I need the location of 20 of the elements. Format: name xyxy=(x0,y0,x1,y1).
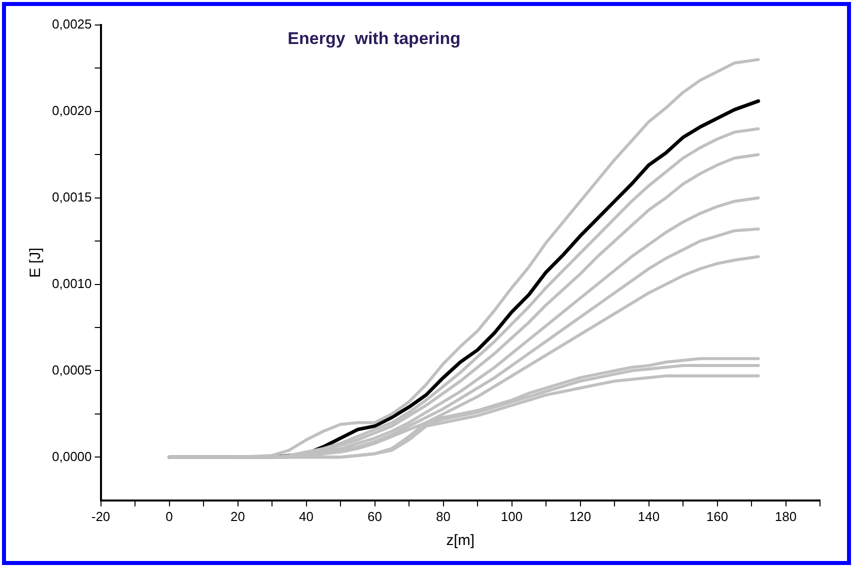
y-tick-label: 0,0020 xyxy=(52,103,92,118)
x-tick-label: 80 xyxy=(436,508,450,524)
x-tick-label: 60 xyxy=(368,508,382,524)
x-tick-label: 140 xyxy=(638,508,660,524)
y-tick-label: 0,0015 xyxy=(52,189,92,204)
x-tick-label: 20 xyxy=(230,508,245,524)
y-tick-label: 0,0025 xyxy=(52,16,92,32)
x-tick-label: 120 xyxy=(569,508,592,524)
x-axis-title: z[m] xyxy=(446,532,475,550)
x-tick-label: 100 xyxy=(500,508,523,524)
x-tick-label: 0 xyxy=(166,508,173,524)
y-tick-label: 0,0005 xyxy=(52,362,92,378)
x-tick-label: -20 xyxy=(91,508,110,524)
y-axis-title: E [J] xyxy=(27,248,44,278)
x-tick-label: 40 xyxy=(299,508,314,524)
chart-title: Energy with tapering xyxy=(288,29,460,48)
y-tick-label: 0,0010 xyxy=(52,276,92,291)
y-tick-label: 0,0000 xyxy=(52,448,92,464)
x-tick-label: 180 xyxy=(774,508,797,524)
x-tick-label: 160 xyxy=(706,508,728,524)
